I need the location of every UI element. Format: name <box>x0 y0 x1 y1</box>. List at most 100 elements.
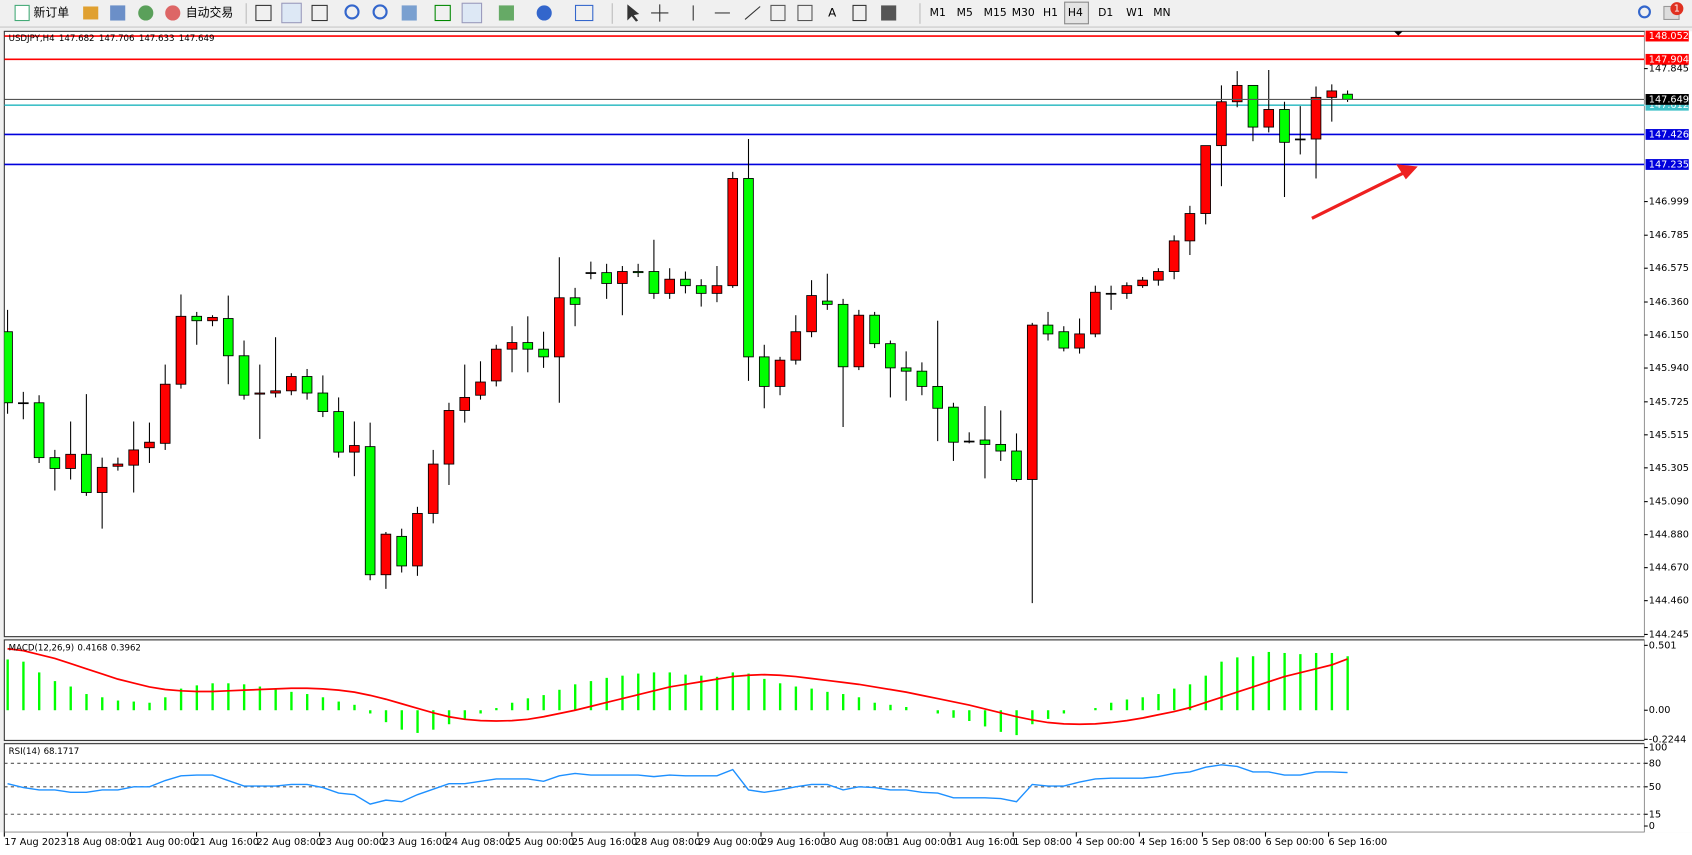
x-tick-label: 6 Sep 16:00 <box>1329 837 1388 848</box>
icon[interactable] <box>255 4 272 22</box>
macd-bar <box>463 710 467 719</box>
icon[interactable] <box>574 4 594 22</box>
macd-bar <box>211 683 214 711</box>
macd-bar <box>1283 652 1286 711</box>
candle-body <box>490 348 502 382</box>
icon[interactable] <box>281 2 302 24</box>
candle-body <box>18 402 29 405</box>
x-tick-label: 31 Aug 16:00 <box>950 837 1015 848</box>
icon[interactable] <box>770 4 786 22</box>
macd-bar <box>1031 710 1034 725</box>
icon[interactable] <box>110 5 126 21</box>
timeframe-button[interactable]: H4 <box>1068 6 1083 19</box>
macd-bar <box>1330 652 1334 711</box>
candle-body <box>1168 240 1180 272</box>
rsi-plot <box>4 762 1645 815</box>
macd-bar <box>116 700 120 711</box>
macd-bar <box>479 710 482 714</box>
macd-bar <box>53 681 57 711</box>
candle-body <box>96 466 108 493</box>
candle-body <box>632 271 644 274</box>
candle-body <box>601 272 612 284</box>
macd-bar <box>1173 688 1176 711</box>
y-tick-label: 147.845 <box>1649 64 1689 75</box>
candle-body <box>806 295 817 333</box>
icon[interactable] <box>797 4 813 22</box>
text-tool[interactable]: A <box>828 5 837 19</box>
icon[interactable] <box>881 5 897 21</box>
candle-body <box>506 342 518 350</box>
timeframe-button[interactable]: MN <box>1153 6 1170 19</box>
macd-bar <box>605 677 608 711</box>
candle-body <box>1294 138 1306 141</box>
icon[interactable] <box>536 5 552 21</box>
icon[interactable] <box>138 5 154 21</box>
crosshair-icon[interactable] <box>651 4 669 22</box>
y-tick-label: 146.150 <box>1649 330 1689 341</box>
cursor-icon[interactable] <box>627 4 640 22</box>
macd-bar <box>1299 654 1302 711</box>
level-label: 147.235 <box>1649 159 1689 170</box>
macd-bar <box>274 688 277 711</box>
macd-header: MACD(12,26,9) 0.4168 0.3962 <box>9 643 141 653</box>
search-icon[interactable] <box>1638 5 1651 19</box>
x-tick-label: 30 Aug 08:00 <box>824 837 889 848</box>
new-order-button[interactable]: 新订单 <box>14 4 69 22</box>
candle-body <box>1026 324 1038 480</box>
candle-body <box>790 331 802 361</box>
macd-bar <box>968 710 971 721</box>
last-high: 147.706 <box>99 33 135 43</box>
macd-bar <box>1125 699 1129 711</box>
icon[interactable] <box>434 4 451 22</box>
zoom-out-icon[interactable] <box>372 4 388 20</box>
candle-body <box>648 271 660 294</box>
candle-body <box>4 331 13 404</box>
timeframes: M1 M5 M15 M30 H1 H4 D1 W1 MN <box>930 6 1171 19</box>
auto-trading-label: 自动交易 <box>186 5 233 19</box>
y-tick-label: 144.670 <box>1649 563 1689 574</box>
icon[interactable] <box>401 5 417 21</box>
macd-bar <box>731 672 735 711</box>
y-tick-label: 145.940 <box>1649 363 1689 374</box>
current-price-bg <box>1645 94 1689 105</box>
y-tick-label: 15 <box>1649 809 1661 820</box>
candle-body <box>743 178 754 358</box>
auto-trading-button[interactable]: 自动交易 <box>165 5 233 21</box>
timeframe-button[interactable]: H1 <box>1043 6 1058 19</box>
timeframe-button[interactable]: M15 <box>984 6 1007 19</box>
candle-body <box>711 285 723 294</box>
macd-bar <box>1157 694 1160 711</box>
macd-bar <box>38 672 41 711</box>
timeframe-button[interactable]: W1 <box>1126 6 1144 19</box>
x-tick-label: 28 Aug 08:00 <box>635 837 700 848</box>
timeframe-button[interactable]: M5 <box>957 6 973 19</box>
icon[interactable] <box>498 5 514 21</box>
icon[interactable] <box>83 6 99 20</box>
label-tool[interactable] <box>852 4 867 22</box>
candle-body <box>585 272 597 274</box>
icon[interactable] <box>311 4 328 22</box>
macd-bar <box>337 701 340 711</box>
macd-bar <box>1204 675 1207 711</box>
y-tick-label: 144.880 <box>1649 530 1689 541</box>
candle-body <box>1326 90 1338 98</box>
candle-body <box>1216 101 1227 147</box>
last-open: 147.682 <box>59 33 95 43</box>
timeframe-button[interactable]: M30 <box>1012 6 1035 19</box>
x-tick-label: 17 Aug 2023 <box>4 837 66 848</box>
icon[interactable] <box>461 2 483 24</box>
timeframe-button[interactable]: M1 <box>930 6 946 19</box>
candle-body <box>900 367 912 372</box>
candle-body <box>979 439 991 445</box>
level-label: 148.052 <box>1649 31 1689 42</box>
timeframe-button[interactable]: D1 <box>1098 6 1113 19</box>
y-tick-label: 80 <box>1649 758 1661 769</box>
y-tick-label: 144.245 <box>1649 629 1689 640</box>
notification-badge[interactable] <box>1670 2 1684 16</box>
trendline-icon[interactable] <box>744 6 761 20</box>
macd-bar <box>195 685 199 711</box>
macd-panel <box>3 639 1646 741</box>
zoom-in-icon[interactable] <box>344 4 360 20</box>
macd-bar <box>526 698 530 711</box>
